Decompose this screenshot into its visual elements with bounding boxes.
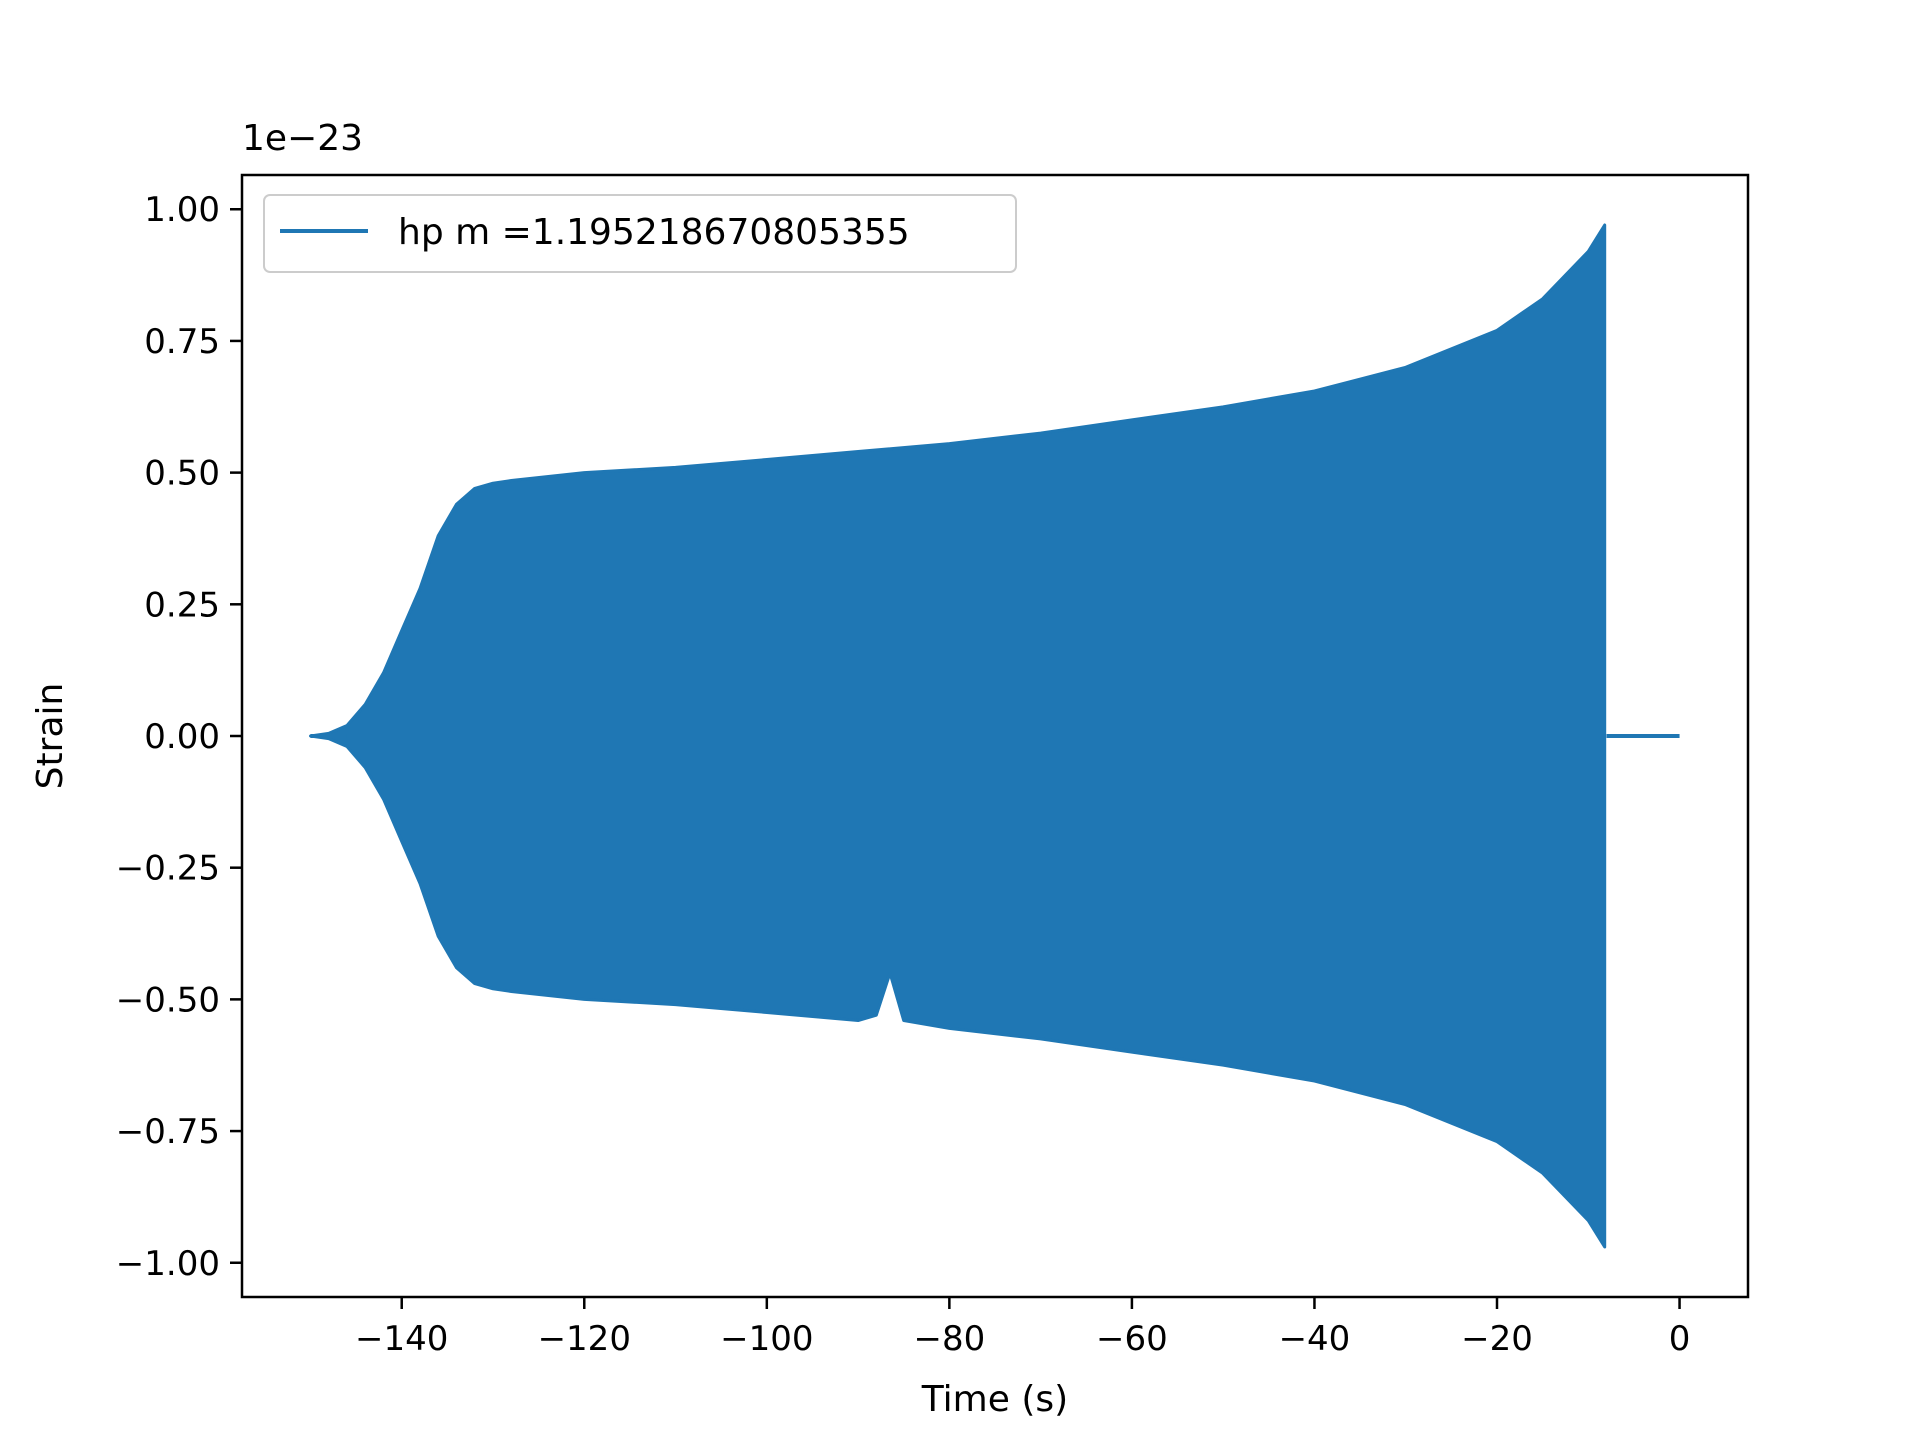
x-tick-label: −120 [538, 1319, 631, 1359]
x-tick-label: −40 [1279, 1319, 1351, 1359]
y-offset-label: 1e−23 [242, 118, 363, 159]
y-axis-label: Strain [30, 683, 71, 790]
x-tick-label: −60 [1096, 1319, 1168, 1359]
y-tick-label: −0.50 [116, 980, 220, 1020]
y-tick-label: 0.25 [144, 585, 220, 625]
legend-box [263, 194, 1017, 273]
waveform-envelope [309, 223, 1607, 1249]
x-tick-label: 0 [1669, 1319, 1691, 1359]
x-axis: −140 −120 −100 −80 −60 −40 −20 0 [355, 1297, 1690, 1359]
x-tick-label: −140 [355, 1319, 448, 1359]
x-axis-label: Time (s) [921, 1379, 1068, 1420]
y-tick-label: −0.75 [116, 1112, 220, 1152]
legend: hp m =1.195218670805355 [263, 194, 1017, 273]
y-axis: 1.00 0.75 0.50 0.25 0.00 −0.25 −0.50 −0.75 −1.00 [116, 190, 242, 1284]
y-tick-label: 0.00 [144, 717, 220, 757]
x-tick-label: −100 [720, 1319, 813, 1359]
plot-area [309, 223, 1680, 1249]
legend-entry-label: hp m =1.195218670805355 [398, 212, 910, 253]
y-tick-label: −0.25 [116, 849, 220, 889]
y-tick-label: 0.75 [144, 322, 220, 362]
y-tick-label: −1.00 [116, 1244, 220, 1284]
y-tick-label: 0.50 [144, 454, 220, 494]
x-tick-label: −80 [913, 1319, 985, 1359]
y-tick-label: 1.00 [144, 190, 220, 230]
x-tick-label: −20 [1461, 1319, 1533, 1359]
